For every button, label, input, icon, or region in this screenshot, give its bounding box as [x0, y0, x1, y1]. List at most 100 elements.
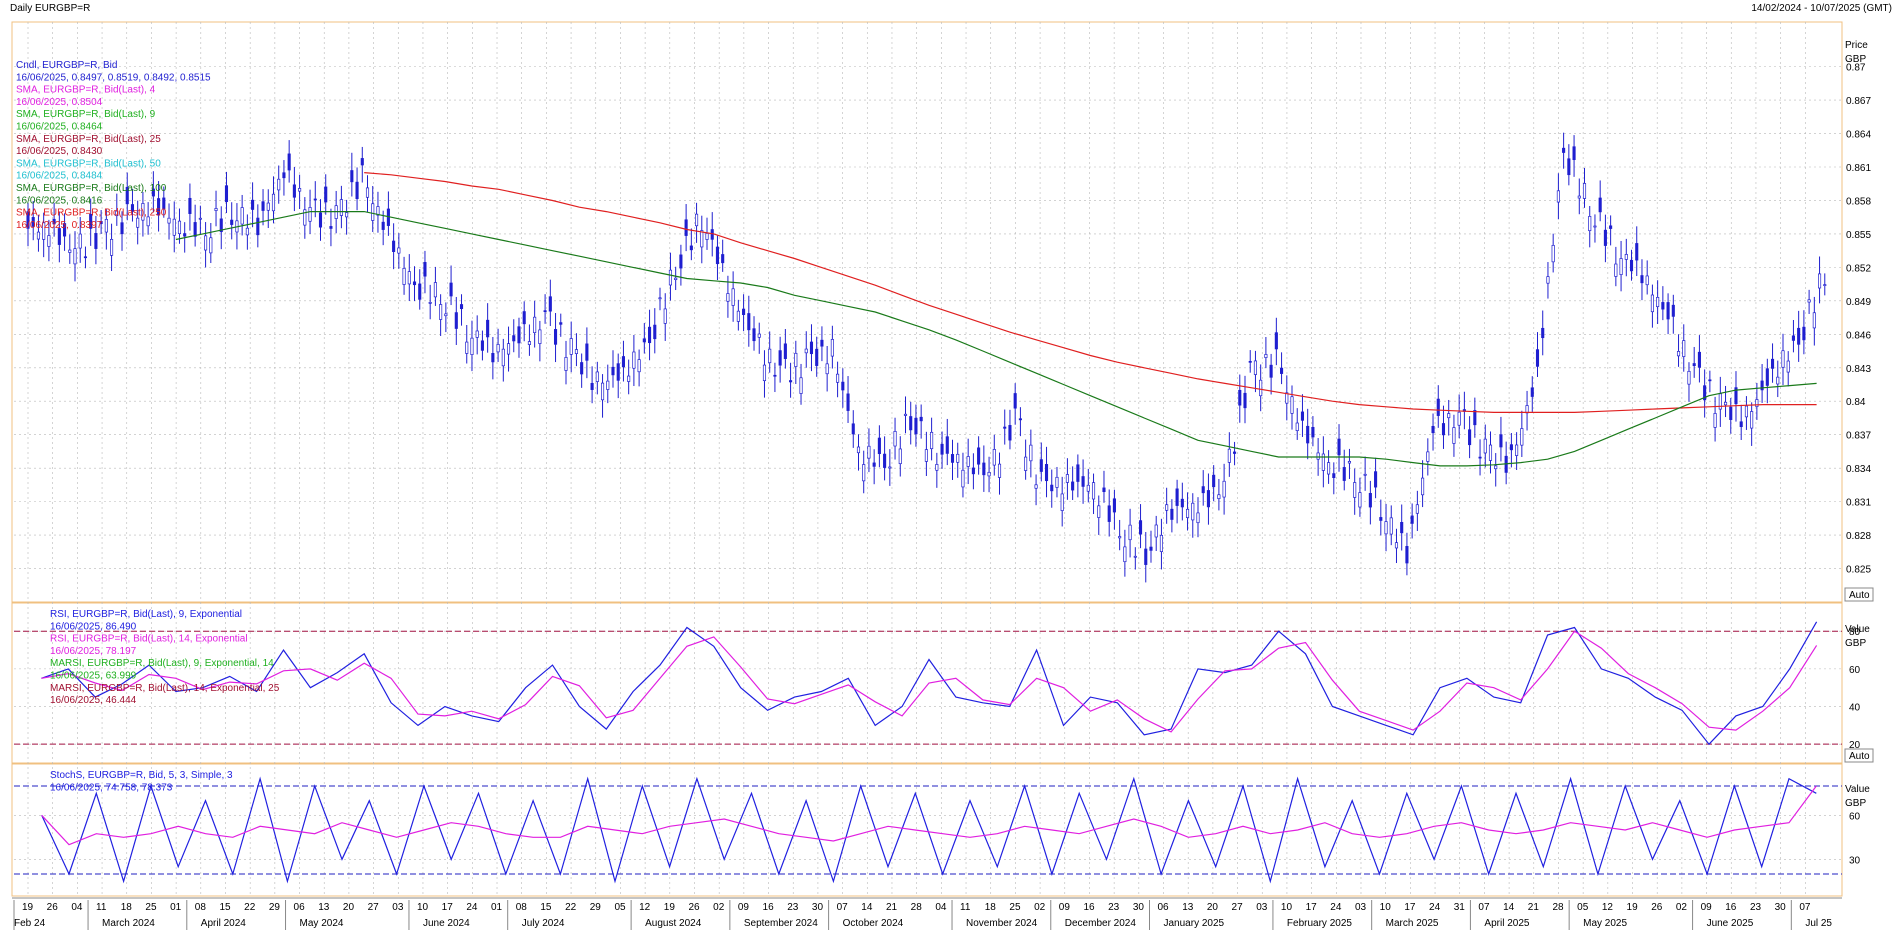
candle-body — [1222, 480, 1226, 498]
x-day-label: 01 — [491, 902, 503, 913]
candle-body — [1050, 484, 1054, 492]
candle-body — [684, 219, 688, 236]
candle-body — [214, 208, 218, 211]
candle-body — [569, 338, 573, 355]
price-legend-line: 16/06/2025, 0.8416 — [16, 195, 103, 206]
candle-body — [1091, 482, 1096, 500]
x-day-label: 05 — [1577, 902, 1589, 913]
candle-body — [1546, 276, 1550, 284]
price-legend-line: SMA, EURGBP=R, Bid(Last), 25 — [16, 134, 161, 145]
price-tick-label: 0.84 — [1846, 397, 1866, 408]
candle-body — [992, 449, 996, 466]
axis-ticks: 0.825 0.828 0.831 0.834 0.837 0.84 0.843 0.846 0… — [1846, 63, 1871, 867]
candle-body — [1243, 392, 1247, 409]
candle-body — [1410, 515, 1414, 524]
candle-body — [475, 330, 479, 338]
candle-body — [1212, 474, 1216, 488]
candle-body — [303, 209, 307, 226]
candle-body — [522, 311, 526, 325]
candle-body — [1723, 401, 1728, 406]
candle-body — [1300, 411, 1305, 421]
candle-body — [595, 371, 599, 382]
candle-body — [538, 329, 542, 344]
rsi-legend-line: RSI, EURGBP=R, Bid(Last), 14, Exponentia… — [50, 634, 248, 645]
x-day-label: 20 — [343, 902, 355, 913]
candle-body — [392, 240, 396, 252]
candle-body — [1530, 387, 1534, 397]
candle-body — [1154, 524, 1158, 538]
candle-body — [496, 344, 500, 353]
candle-body — [318, 212, 323, 228]
x-day-label: 25 — [1009, 902, 1021, 913]
candle-body — [146, 216, 150, 227]
candle-body — [710, 229, 714, 240]
candle-body — [193, 222, 197, 237]
x-day-label: 11 — [96, 902, 107, 913]
candle-body — [501, 348, 505, 367]
candle-body — [1112, 498, 1116, 513]
candle-body — [1405, 546, 1409, 564]
stoch-k-line — [41, 776, 1817, 884]
x-day-label: 26 — [688, 902, 700, 913]
price-tick-label: 0.831 — [1846, 498, 1871, 509]
stoch-tick-label: 60 — [1849, 811, 1861, 822]
candle-body — [1206, 490, 1210, 508]
candle-body — [31, 217, 35, 227]
candle-body — [110, 239, 114, 256]
price-tick-label: 0.849 — [1846, 297, 1871, 308]
candle-body — [1650, 294, 1654, 313]
candle-body — [653, 324, 657, 340]
stoch-axis-title-1: Value — [1845, 784, 1870, 795]
candle-body — [1102, 487, 1106, 493]
candle-body — [668, 269, 673, 286]
candle-body — [757, 333, 761, 338]
candle-body — [637, 359, 641, 373]
candle-body — [909, 416, 913, 431]
price-legend-line: SMA, EURGBP=R, Bid(Last), 50 — [16, 158, 161, 169]
candle-body — [1374, 471, 1378, 488]
candle-body — [209, 237, 213, 254]
x-day-label: 12 — [1602, 902, 1614, 913]
x-day-label: 10 — [1380, 902, 1392, 913]
candle-body — [977, 447, 981, 465]
candle-body — [1238, 389, 1242, 406]
candle-body — [919, 416, 923, 422]
candle-body — [590, 382, 594, 390]
candle-body — [1488, 444, 1493, 461]
candle-body — [1097, 505, 1101, 518]
candle-body — [1635, 243, 1639, 261]
x-day-label: 12 — [639, 902, 651, 913]
x-day-label: 09 — [738, 902, 750, 913]
candle-body — [945, 436, 949, 454]
x-month-label: January 2025 — [1164, 918, 1225, 929]
candle-body — [731, 288, 735, 306]
candle-body — [1703, 385, 1707, 401]
candle-body — [1572, 146, 1576, 160]
candle-body — [1342, 467, 1346, 481]
candle-body — [956, 453, 960, 463]
candle-body — [642, 338, 646, 343]
x-day-label: 04 — [71, 902, 83, 913]
candle-body — [491, 353, 495, 363]
x-day-label: 19 — [1627, 902, 1639, 913]
rsi-panel-frame — [11, 602, 1843, 764]
x-day-label: 03 — [1355, 902, 1367, 913]
candle-body — [841, 381, 845, 391]
candle-body — [1358, 492, 1362, 508]
candle-body — [804, 348, 808, 354]
candle-body — [329, 226, 333, 229]
candle-body — [47, 235, 51, 247]
candle-body — [1316, 452, 1320, 460]
candle-body — [480, 340, 484, 351]
price-auto-button[interactable] — [1844, 587, 1874, 602]
rsi-axis-title-2: GBP — [1845, 638, 1866, 649]
rsi-auto-button[interactable] — [1844, 748, 1874, 763]
x-day-label: 24 — [1330, 902, 1342, 913]
candle-body — [1269, 364, 1273, 378]
x-day-label: 29 — [269, 902, 281, 913]
price-tick-label: 0.858 — [1846, 196, 1871, 207]
candle-body — [601, 382, 605, 401]
candle-body — [151, 188, 155, 197]
candle-body — [893, 431, 897, 447]
x-day-label: 22 — [244, 902, 256, 913]
